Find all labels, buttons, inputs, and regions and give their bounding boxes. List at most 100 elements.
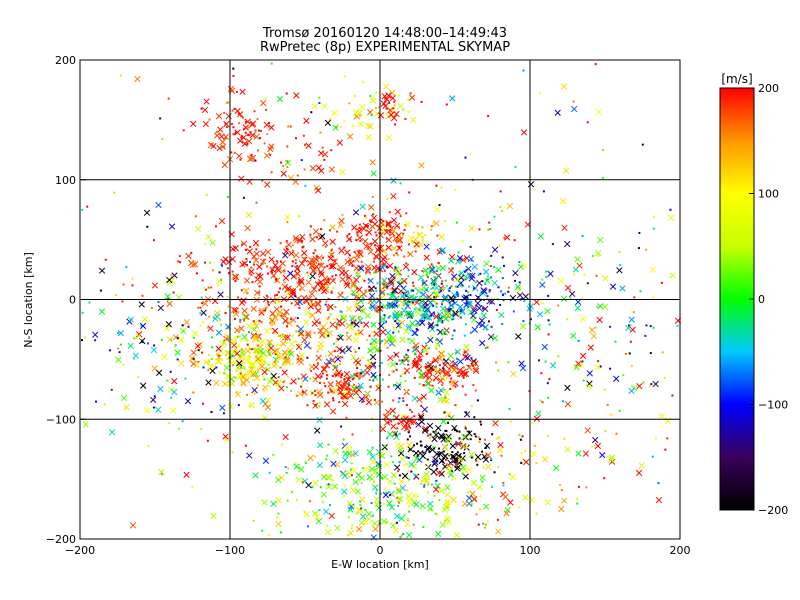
point-dot bbox=[250, 273, 253, 276]
point-dot bbox=[251, 281, 254, 284]
point-cross bbox=[427, 505, 434, 512]
point-dot bbox=[409, 316, 412, 319]
point-dot bbox=[654, 437, 657, 440]
point-dot bbox=[152, 406, 155, 409]
point-dot bbox=[439, 289, 442, 292]
point-dot bbox=[392, 254, 395, 257]
point-dot bbox=[453, 329, 456, 332]
point-dot bbox=[669, 208, 672, 211]
point-cross bbox=[348, 315, 356, 322]
point-dot bbox=[279, 242, 282, 245]
point-dot bbox=[339, 357, 342, 360]
point-cross bbox=[669, 272, 676, 279]
point-cross bbox=[248, 268, 255, 275]
point-dot bbox=[499, 206, 502, 209]
point-cross bbox=[437, 432, 445, 439]
point-dot bbox=[230, 123, 233, 126]
point-dot bbox=[451, 451, 454, 454]
point-dot bbox=[333, 259, 336, 262]
point-dot bbox=[398, 461, 401, 464]
point-cross bbox=[341, 381, 348, 388]
point-cross bbox=[595, 250, 602, 257]
point-cross bbox=[407, 251, 414, 258]
point-cross bbox=[234, 350, 241, 357]
point-dot bbox=[214, 225, 217, 228]
point-dot bbox=[294, 258, 297, 261]
point-dot bbox=[181, 324, 184, 327]
point-dot bbox=[465, 289, 468, 292]
point-cross bbox=[345, 376, 352, 383]
point-cross bbox=[638, 462, 645, 469]
point-dot bbox=[420, 377, 423, 380]
point-dot bbox=[324, 354, 327, 357]
point-cross bbox=[258, 309, 265, 316]
point-dot bbox=[239, 372, 242, 375]
point-dot bbox=[256, 344, 259, 347]
point-cross bbox=[317, 150, 325, 157]
point-cross bbox=[385, 134, 393, 141]
point-cross bbox=[238, 175, 245, 182]
point-dot bbox=[420, 444, 423, 447]
point-dot bbox=[594, 326, 597, 329]
point-dot bbox=[326, 265, 329, 268]
point-dot bbox=[299, 344, 302, 347]
point-cross bbox=[245, 211, 253, 219]
point-dot bbox=[485, 446, 488, 449]
point-cross bbox=[396, 496, 404, 503]
point-dot bbox=[256, 149, 259, 152]
point-dot bbox=[238, 122, 241, 125]
point-cross bbox=[329, 408, 337, 415]
point-dot bbox=[398, 280, 401, 283]
point-cross bbox=[302, 375, 309, 382]
point-dot bbox=[375, 489, 378, 492]
point-dot bbox=[285, 247, 288, 250]
point-cross bbox=[364, 391, 371, 398]
point-cross bbox=[447, 471, 455, 478]
point-cross bbox=[261, 384, 269, 391]
point-cross bbox=[163, 325, 170, 332]
point-cross bbox=[457, 280, 464, 287]
point-cross bbox=[222, 256, 229, 263]
point-dot bbox=[267, 364, 270, 367]
point-cross bbox=[340, 314, 347, 322]
point-dot bbox=[244, 131, 247, 134]
point-cross bbox=[471, 495, 478, 503]
point-dot bbox=[405, 390, 408, 393]
point-dot bbox=[335, 327, 338, 330]
point-cross bbox=[234, 107, 241, 115]
point-dot bbox=[455, 221, 458, 224]
point-cross bbox=[352, 478, 359, 486]
point-cross bbox=[280, 170, 287, 177]
point-cross bbox=[347, 392, 354, 400]
point-cross bbox=[249, 121, 256, 128]
point-dot bbox=[382, 292, 385, 295]
point-cross bbox=[345, 274, 353, 281]
point-dot bbox=[209, 261, 212, 264]
colorbar bbox=[719, 87, 755, 511]
point-dot bbox=[386, 223, 389, 226]
point-dot bbox=[371, 417, 374, 420]
point-dot bbox=[432, 359, 435, 362]
point-cross bbox=[260, 258, 267, 265]
point-cross bbox=[341, 456, 349, 464]
point-cross bbox=[336, 346, 343, 353]
point-dot bbox=[628, 352, 631, 355]
point-cross bbox=[400, 300, 407, 307]
point-cross bbox=[371, 344, 378, 352]
point-cross bbox=[541, 343, 548, 351]
point-dot bbox=[252, 320, 255, 323]
point-dot bbox=[341, 356, 344, 359]
point-dot bbox=[371, 97, 374, 100]
point-cross bbox=[222, 433, 229, 440]
point-dot bbox=[444, 458, 447, 461]
point-cross bbox=[380, 256, 387, 263]
point-dot bbox=[473, 416, 476, 419]
point-dot bbox=[322, 365, 325, 368]
point-cross bbox=[399, 455, 406, 463]
point-dot bbox=[386, 303, 389, 306]
point-dot bbox=[386, 520, 389, 523]
point-cross bbox=[215, 113, 223, 120]
point-cross bbox=[392, 313, 399, 320]
